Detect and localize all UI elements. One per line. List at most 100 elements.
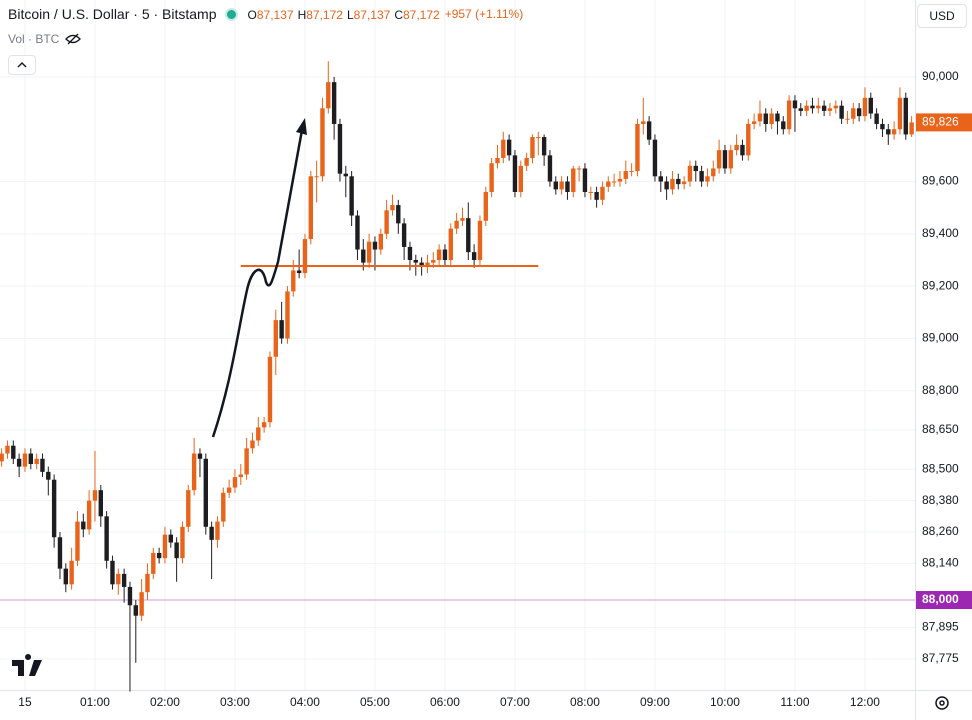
- candle-body: [145, 573, 150, 593]
- x-tick-label: 02:00: [150, 695, 180, 709]
- candle-body: [781, 121, 786, 130]
- candle-body: [775, 113, 780, 122]
- candle-body: [506, 139, 512, 156]
- candle-body: [658, 176, 663, 182]
- candle-body: [121, 573, 127, 587]
- y-tick-label: 89,000: [922, 331, 959, 345]
- candle-body: [302, 239, 308, 274]
- candle-body: [162, 534, 168, 559]
- candle-body: [372, 241, 378, 250]
- x-tick-label: 04:00: [290, 695, 320, 709]
- candle-body: [769, 113, 774, 124]
- candle-body: [705, 176, 710, 182]
- candle-body: [209, 526, 214, 540]
- currency: USD: [929, 9, 955, 23]
- candle-body: [69, 560, 74, 585]
- candle-body: [92, 490, 98, 501]
- candle-body: [874, 113, 879, 124]
- candle-body: [396, 205, 401, 224]
- y-tick-label: 88,140: [922, 556, 959, 570]
- candle-body: [909, 122, 914, 135]
- candle-body: [816, 105, 821, 109]
- candle-body: [862, 97, 868, 117]
- y-tick-label: 88,500: [922, 461, 959, 475]
- candle-body: [477, 220, 483, 260]
- last-price-label: 89,826: [922, 115, 959, 129]
- candle-body: [460, 218, 465, 221]
- grid: [0, 0, 915, 690]
- candle-body: [34, 458, 39, 465]
- candle-body: [751, 121, 757, 124]
- ohlc-value: 87,172: [306, 8, 343, 22]
- legend-header: Bitcoin / U.S. Dollar · 5 · Bitstamp O87…: [8, 6, 523, 22]
- candle-body: [116, 573, 121, 585]
- x-tick-label: 03:00: [220, 695, 250, 709]
- collapse-button[interactable]: [8, 55, 36, 75]
- candle-body: [5, 445, 10, 454]
- ohlc-key: C: [394, 8, 403, 22]
- axis-border: [915, 0, 916, 720]
- ohlc-key: L: [346, 8, 354, 22]
- candle-body: [466, 218, 471, 253]
- candle-body: [22, 453, 28, 467]
- candle-body: [676, 178, 681, 185]
- candle-body: [559, 181, 564, 190]
- candle-body: [384, 210, 389, 234]
- candles: [0, 61, 914, 692]
- candle-body: [232, 477, 238, 488]
- candle-body: [151, 552, 156, 574]
- candle-body: [442, 249, 448, 260]
- candle-body: [886, 129, 891, 135]
- candle-body: [868, 97, 873, 114]
- candle-body: [699, 171, 704, 182]
- candle-body: [588, 191, 593, 193]
- status-dot: [226, 9, 236, 19]
- candle-body: [810, 105, 815, 109]
- candle-body: [133, 605, 138, 616]
- candle-body: [28, 453, 33, 465]
- candle-body: [827, 108, 833, 111]
- candle-body: [174, 542, 179, 559]
- x-tick-label: 07:00: [500, 695, 530, 709]
- candle-body: [343, 173, 348, 177]
- hide-icon[interactable]: [65, 32, 82, 46]
- candle-body: [104, 516, 109, 561]
- candle-body: [897, 97, 903, 130]
- candle-body: [314, 176, 319, 178]
- x-tick-label: 12:00: [850, 695, 880, 709]
- candle-body: [221, 492, 226, 522]
- candle-body: [541, 137, 547, 156]
- candle-body: [483, 191, 488, 221]
- volume-label: Vol · BTC: [8, 32, 60, 46]
- axis-border: [0, 690, 972, 691]
- candle-body: [407, 246, 413, 260]
- candle-body: [722, 150, 728, 169]
- candle-body: [845, 118, 850, 120]
- candle-body: [308, 176, 313, 240]
- ohlc-key: O: [247, 8, 257, 22]
- candle-body: [576, 168, 582, 170]
- arrow-head: [296, 118, 307, 135]
- candle-body: [763, 113, 768, 124]
- candle-body: [419, 262, 424, 266]
- currency-button[interactable]: USD: [917, 4, 967, 28]
- y-tick-label: 90,000: [922, 69, 959, 83]
- candle-body: [611, 181, 617, 183]
- y-tick-label: 88,800: [922, 383, 959, 397]
- volume-legend: Vol · BTC: [8, 32, 82, 46]
- candle-body: [606, 181, 611, 187]
- chevron: [17, 62, 27, 68]
- price-line-label: 88,000: [922, 592, 959, 606]
- candle-body: [186, 490, 191, 527]
- settings-icon[interactable]: [935, 696, 949, 710]
- candle-body: [168, 534, 173, 543]
- x-tick-label: 08:00: [570, 695, 600, 709]
- candle-body: [63, 568, 68, 585]
- candle-body: [191, 453, 197, 491]
- candle-body: [664, 181, 669, 190]
- candle-body: [139, 592, 144, 616]
- candle-body: [687, 165, 693, 182]
- candle-body: [512, 155, 518, 192]
- candle-body: [110, 560, 115, 585]
